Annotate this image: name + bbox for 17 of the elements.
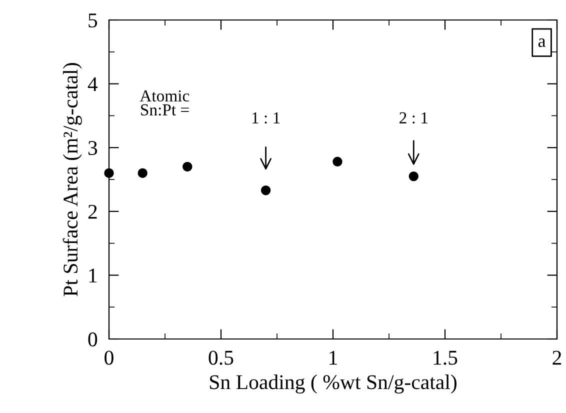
y-tick-label: 3 (88, 141, 98, 156)
y-tick-label: 5 (88, 14, 98, 28)
y-tick-label: 1 (89, 268, 97, 282)
x-tick-label: 1.5 (434, 350, 458, 365)
annotation: 1 : 1 (252, 112, 280, 124)
x-tick-label: 2 (552, 350, 562, 365)
y-tick-label: 4 (88, 77, 98, 92)
x-axis-title: Sn Loading ( %wt Sn/g-catal) (210, 374, 456, 394)
x-tick-label: 0 (104, 350, 114, 365)
annotation: Atomic Sn:Pt = (140, 90, 190, 116)
x-tick-label: 0.5 (208, 350, 234, 365)
y-tick-label: 2 (88, 204, 97, 219)
y-axis-title: Pt Surface Area (m²/g-catal) (62, 63, 82, 296)
y-tick-label: 0 (88, 332, 98, 346)
annotation: a (538, 38, 546, 48)
annotation: 2 : 1 (400, 112, 428, 124)
x-tick-label: 1 (330, 350, 337, 365)
